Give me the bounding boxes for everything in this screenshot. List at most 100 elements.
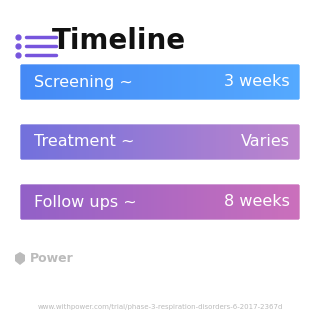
- Bar: [101, 116, 104, 168]
- Bar: [33, 56, 36, 108]
- Bar: [189, 176, 193, 228]
- Bar: [269, 176, 273, 228]
- Bar: [51, 56, 53, 108]
- Bar: [83, 56, 86, 108]
- Bar: [119, 176, 122, 228]
- Bar: [252, 56, 255, 108]
- Bar: [139, 176, 142, 228]
- Bar: [273, 176, 276, 228]
- Text: Timeline: Timeline: [52, 27, 186, 55]
- Bar: [36, 176, 39, 228]
- Bar: [42, 116, 44, 168]
- Bar: [71, 56, 74, 108]
- Bar: [305, 56, 308, 108]
- Text: Screening ~: Screening ~: [34, 75, 133, 90]
- Bar: [258, 116, 260, 168]
- Bar: [249, 56, 252, 108]
- Bar: [83, 116, 86, 168]
- Bar: [302, 56, 305, 108]
- Bar: [163, 116, 166, 168]
- Bar: [204, 116, 207, 168]
- Bar: [133, 176, 136, 228]
- Bar: [269, 116, 273, 168]
- Bar: [62, 116, 65, 168]
- Bar: [80, 56, 83, 108]
- Bar: [53, 176, 56, 228]
- Bar: [27, 56, 30, 108]
- Bar: [89, 56, 92, 108]
- Bar: [68, 176, 71, 228]
- Bar: [184, 56, 187, 108]
- Bar: [44, 56, 48, 108]
- Bar: [225, 56, 228, 108]
- Bar: [151, 56, 154, 108]
- Bar: [33, 176, 36, 228]
- Bar: [252, 116, 255, 168]
- Bar: [142, 176, 145, 228]
- Bar: [293, 116, 296, 168]
- Bar: [95, 176, 98, 228]
- Bar: [95, 116, 98, 168]
- Bar: [160, 56, 163, 108]
- Bar: [264, 176, 267, 228]
- Bar: [207, 176, 210, 228]
- Bar: [51, 116, 53, 168]
- Bar: [198, 176, 202, 228]
- Bar: [290, 116, 293, 168]
- Bar: [210, 176, 213, 228]
- Bar: [131, 56, 133, 108]
- Bar: [181, 176, 184, 228]
- Bar: [172, 176, 175, 228]
- Bar: [269, 56, 273, 108]
- Bar: [302, 116, 305, 168]
- Bar: [178, 176, 181, 228]
- Bar: [281, 116, 284, 168]
- Bar: [110, 116, 113, 168]
- Bar: [145, 56, 148, 108]
- Bar: [213, 116, 216, 168]
- Bar: [77, 116, 80, 168]
- Bar: [60, 116, 62, 168]
- Bar: [184, 176, 187, 228]
- Bar: [107, 176, 110, 228]
- Bar: [219, 176, 222, 228]
- Bar: [124, 56, 127, 108]
- Bar: [169, 176, 172, 228]
- Bar: [119, 116, 122, 168]
- Bar: [296, 116, 299, 168]
- Bar: [243, 116, 246, 168]
- Bar: [267, 176, 269, 228]
- Bar: [65, 176, 68, 228]
- Bar: [148, 176, 151, 228]
- Bar: [213, 56, 216, 108]
- Bar: [92, 176, 95, 228]
- Bar: [240, 116, 243, 168]
- Polygon shape: [15, 252, 25, 265]
- Bar: [104, 116, 107, 168]
- Bar: [187, 116, 189, 168]
- Bar: [228, 116, 231, 168]
- Bar: [157, 56, 160, 108]
- Bar: [15, 56, 18, 108]
- Bar: [15, 116, 18, 168]
- Bar: [154, 56, 157, 108]
- Bar: [198, 116, 202, 168]
- Bar: [305, 176, 308, 228]
- Bar: [222, 176, 225, 228]
- Bar: [178, 56, 181, 108]
- Bar: [142, 56, 145, 108]
- Bar: [44, 176, 48, 228]
- Bar: [62, 56, 65, 108]
- Bar: [193, 56, 196, 108]
- Bar: [98, 176, 101, 228]
- Bar: [39, 116, 42, 168]
- Bar: [258, 176, 260, 228]
- Bar: [246, 176, 249, 228]
- Bar: [36, 56, 39, 108]
- Bar: [21, 176, 24, 228]
- Bar: [24, 56, 27, 108]
- Bar: [198, 56, 202, 108]
- Bar: [65, 116, 68, 168]
- Bar: [296, 176, 299, 228]
- Bar: [110, 56, 113, 108]
